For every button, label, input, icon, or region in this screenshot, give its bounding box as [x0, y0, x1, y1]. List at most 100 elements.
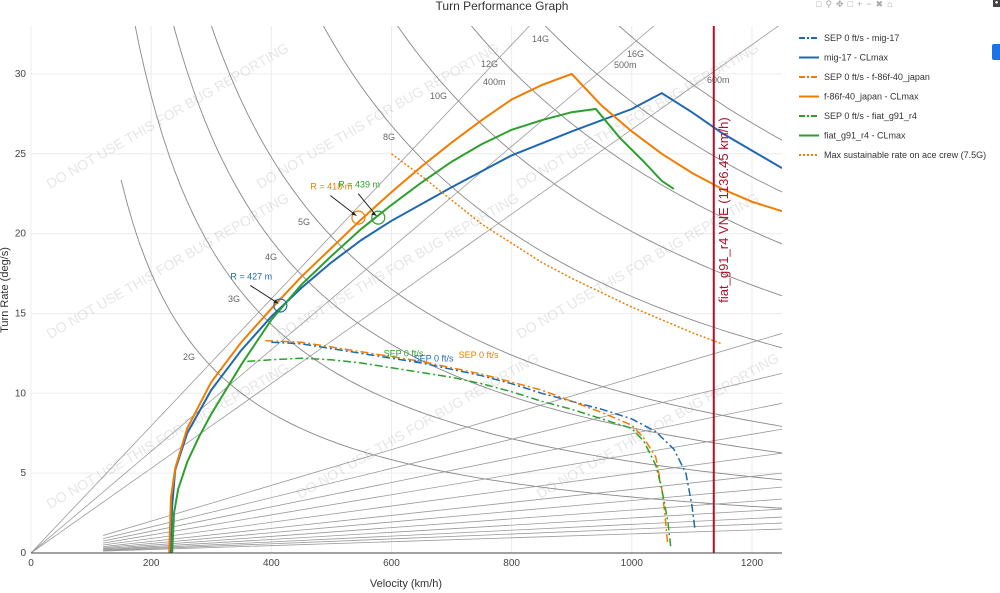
annotation-arrow [250, 285, 279, 304]
g-line-14g [544, 26, 782, 193]
speed-ray-line [103, 402, 782, 542]
y-tick-label: 30 [15, 69, 27, 80]
series-line-1[interactable] [169, 91, 782, 553]
radius-line-label: 400m [483, 77, 506, 87]
series-group [168, 72, 782, 553]
radius-lines [31, 26, 780, 553]
chart-title: Turn Performance Graph [436, 0, 569, 13]
series-line-6[interactable] [391, 153, 723, 345]
x-tick-label: 200 [143, 558, 160, 569]
g-line-4g [173, 26, 782, 454]
legend-item[interactable]: mig-17 - CLmax [824, 53, 889, 63]
annotation-label: R = 418 m [310, 182, 352, 192]
speed-ray-line [103, 516, 782, 551]
annotation-arrow [330, 195, 357, 217]
annotation-arrowhead [371, 211, 377, 216]
radius-line-400 [31, 26, 530, 553]
y-axis-label: Turn Rate (deg/s) [0, 247, 11, 333]
g-line-label: 4G [265, 252, 277, 262]
legend-item[interactable]: SEP 0 ft/s - f-86f-40_japan [824, 72, 930, 82]
plotly-logo-icon[interactable]: ● [993, 0, 1000, 7]
g-line-label: 2G [183, 352, 195, 362]
y-tick-label: 15 [15, 308, 27, 319]
speed-ray-line [103, 528, 782, 552]
speed-ray-line [103, 498, 782, 550]
g-line-10g [397, 26, 782, 297]
camera-icon[interactable]: □ [816, 0, 822, 9]
legend-item[interactable]: fiat_g91_r4 - CLmax [824, 131, 906, 141]
series-line-3[interactable] [168, 72, 782, 553]
annotation-marker[interactable] [273, 298, 288, 313]
speed-ray-line [103, 428, 782, 544]
speed-ray-line [103, 372, 782, 540]
x-axis-label: Velocity (km/h) [370, 578, 442, 590]
legend-item[interactable]: SEP 0 ft/s - fiat_g91_r4 [824, 111, 917, 121]
zoom-icon[interactable]: ⚲ [825, 0, 833, 9]
g-line-label: 14G [532, 34, 549, 44]
watermark-text: DO NOT USE THIS FOR BUG REPORTING [44, 40, 292, 192]
sep-label: SEP 0 ft/s [414, 353, 454, 363]
axes: 0 200 400 600 800 1000 1200 0 5 10 15 20 25 30 [15, 69, 782, 569]
annotation-marker[interactable] [371, 210, 386, 225]
y-tick-label: 20 [15, 229, 27, 240]
x-tick-label: 1000 [621, 558, 644, 569]
select-icon[interactable]: □ [847, 0, 854, 9]
series-line-0[interactable] [271, 341, 696, 530]
speed-ray-line [103, 522, 782, 552]
legend-item[interactable]: f-86f-40_japan - CLmax [824, 92, 919, 102]
legend-item[interactable]: Max sustainable rate on ace crew (7.5G) [824, 150, 986, 160]
annotation-marker[interactable] [351, 210, 366, 225]
y-tick-label: 10 [15, 388, 27, 399]
g-line-label: 3G [228, 294, 240, 304]
vne-label: fiat_g91_r4 VNE (1136.45 km/h) [716, 117, 731, 302]
radius-line-500 [31, 26, 655, 553]
reset-icon[interactable]: ⌂ [887, 0, 893, 9]
zoom-out-icon[interactable]: − [866, 0, 872, 9]
x-tick-label: 400 [263, 558, 280, 569]
side-tab[interactable] [992, 44, 1000, 60]
g-line-8g [322, 26, 782, 349]
sep-label: SEP 0 ft/s [384, 349, 424, 359]
watermark-text: DO NOT USE THIS FOR BUG REPORTING [254, 40, 502, 192]
x-tick-label: 1200 [741, 558, 764, 569]
radius-line-label: 500m [614, 60, 637, 70]
g-line-label: 12G [481, 59, 498, 69]
series-line-2[interactable] [265, 339, 669, 546]
annotation-label: R = 427 m [230, 271, 272, 281]
y-tick-label: 5 [20, 468, 26, 479]
series-line-5[interactable] [171, 107, 675, 553]
modebar: □ ⚲ ✥ □ + − ✖ ⌂ [816, 0, 893, 9]
legend: SEP 0 ft/s - mig-17 mig-17 - CLmax SEP 0 f… [799, 33, 986, 160]
zoom-in-icon[interactable]: + [857, 0, 863, 9]
y-tick-label: 0 [20, 548, 26, 559]
speed-ray-line [103, 486, 782, 549]
g-line-label: 16G [627, 49, 644, 59]
sep-label: SEP 0 ft/s [459, 350, 499, 360]
speed-ray-line [102, 333, 782, 536]
watermark-text: DO NOT USE THIS FOR BUG REPORTING [44, 360, 292, 512]
speed-ray-line [103, 472, 782, 548]
autoscale-icon[interactable]: ✖ [875, 0, 884, 9]
speed-ray-line [103, 508, 782, 550]
g-line-12g [470, 26, 782, 245]
g-line-label: 10G [430, 91, 447, 101]
g-line-label: 5G [298, 217, 310, 227]
watermark-text: DO NOT USE THIS FOR BUG REPORTING [44, 190, 292, 342]
x-tick-label: 800 [503, 558, 520, 569]
g-line-16g [618, 26, 782, 141]
legend-item[interactable]: SEP 0 ft/s - mig-17 [824, 33, 899, 43]
x-tick-label: 600 [383, 558, 400, 569]
g-labels: 2G 3G 4G 5G 8G 10G 12G 14G 16G 400m 500m 600m [183, 34, 730, 362]
g-line-2g [120, 179, 782, 509]
annotation-label: R = 439 m [338, 180, 380, 190]
radius-line-600 [31, 26, 780, 553]
speed-ray-line [103, 452, 782, 546]
series-line-4[interactable] [247, 357, 672, 549]
pan-icon[interactable]: ✥ [836, 0, 844, 9]
vne-group: fiat_g91_r4 VNE (1136.45 km/h) [712, 26, 731, 553]
g-line-label: 8G [383, 132, 395, 142]
g-line-5g [210, 26, 782, 427]
watermark-text: DO NOT USE THIS FOR BUG REPORTING [534, 350, 782, 502]
